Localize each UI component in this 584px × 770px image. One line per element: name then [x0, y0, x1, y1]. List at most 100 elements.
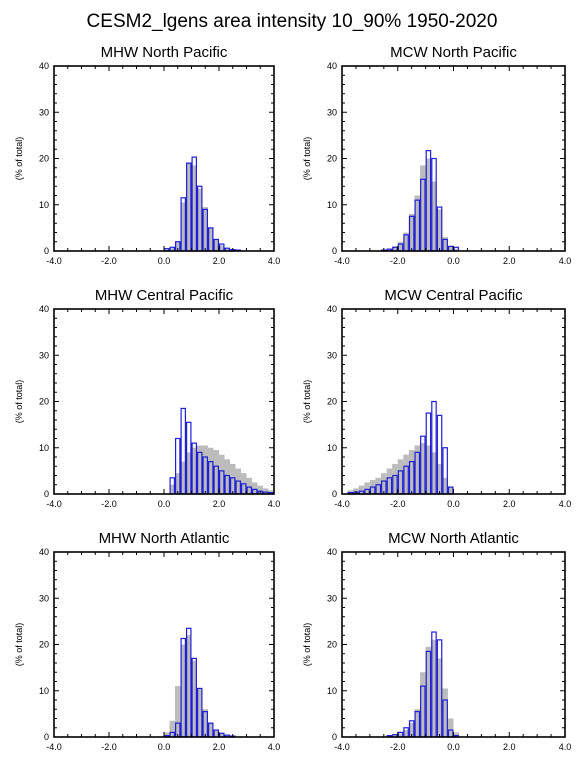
- histogram-bar-gray: [197, 188, 203, 251]
- x-tick-label: -4.0: [334, 499, 350, 509]
- x-tick-label: 2.0: [213, 499, 226, 509]
- histogram-bar-gray: [169, 484, 175, 494]
- y-axis-label: (% of total): [302, 137, 312, 181]
- histogram-bar-gray: [408, 450, 415, 494]
- plot-frame: [341, 65, 566, 252]
- y-tick-label: 0: [44, 489, 49, 499]
- y-tick-label: 0: [332, 489, 337, 499]
- y-tick-label: 0: [44, 246, 49, 256]
- histogram-bar-gray: [403, 232, 409, 251]
- histogram-bar-gray: [186, 452, 192, 494]
- histogram-bar-gray: [208, 447, 214, 494]
- histogram-bar-gray: [453, 248, 460, 251]
- y-tick-label: 30: [39, 350, 49, 360]
- histogram-bar-gray: [219, 454, 225, 494]
- x-tick-label: 0.0: [158, 256, 171, 266]
- histogram-bar-gray: [386, 248, 393, 251]
- y-tick-label: 20: [327, 640, 337, 650]
- y-tick-label: 10: [39, 443, 49, 453]
- histogram-bar-gray: [224, 248, 230, 251]
- y-axis-label: (% of total): [14, 137, 24, 181]
- histogram-bar-gray: [224, 459, 230, 494]
- x-tick-label: 4.0: [268, 742, 281, 752]
- y-axis-label: (% of total): [302, 623, 312, 667]
- histogram-bar-gray: [224, 735, 230, 737]
- plot-frame: [53, 65, 275, 252]
- histogram-bar-gray: [414, 709, 421, 737]
- y-tick-label: 0: [332, 732, 337, 742]
- histogram-bar-gray: [252, 482, 258, 494]
- panel-title: MCW Central Pacific: [384, 287, 523, 304]
- chart-panel: MCW North Atlantic -4.0 -2.0 0.0 2.0 4.0 0 10 20…: [302, 530, 571, 752]
- chart-panel: MHW North Pacific -4.0 -2.0 0.0 2.0 4.0 0 10 20 3…: [14, 44, 280, 266]
- histogram-bar-gray: [442, 237, 448, 251]
- histogram-bar-gray: [230, 463, 236, 494]
- histogram-bar-gray: [420, 672, 426, 737]
- chart-panel: MCW Central Pacific -4.0 -2.0 0.0 2.0 4.0 0 10 2…: [302, 287, 571, 509]
- x-tick-label: 4.0: [268, 499, 281, 509]
- y-tick-label: 40: [327, 304, 337, 314]
- y-tick-label: 40: [327, 61, 337, 71]
- y-tick-label: 40: [39, 61, 49, 71]
- y-axis-label: (% of total): [14, 380, 24, 424]
- x-tick-label: 4.0: [559, 499, 572, 509]
- y-tick-label: 30: [39, 107, 49, 117]
- y-tick-label: 10: [327, 686, 337, 696]
- histogram-bar-gray: [191, 447, 197, 494]
- histogram-bar-gray: [202, 207, 208, 251]
- histogram-bar-gray: [180, 461, 186, 494]
- x-tick-label: 4.0: [268, 256, 281, 266]
- histogram-bar-gray: [408, 723, 415, 737]
- panel-title: MHW North Atlantic: [99, 530, 230, 547]
- histogram-bar-gray: [436, 463, 443, 494]
- histogram-bar-gray: [431, 452, 437, 494]
- x-tick-label: -4.0: [46, 499, 62, 509]
- plot-frame: [341, 551, 566, 738]
- chart-panel: MHW Central Pacific -4.0 -2.0 0.0 2.0 4.0 0 10 2…: [14, 287, 280, 509]
- histogram-bar-gray: [447, 718, 454, 737]
- histogram-bar-gray: [175, 473, 181, 494]
- histogram-bar-gray: [420, 165, 426, 251]
- histogram-bar-gray: [213, 730, 219, 737]
- x-tick-label: 4.0: [559, 256, 572, 266]
- chart-panel: MHW North Atlantic -4.0 -2.0 0.0 2.0 4.0 0 10 20…: [14, 530, 280, 752]
- x-tick-label: -2.0: [390, 499, 406, 509]
- histogram-bar-gray: [364, 482, 370, 494]
- x-tick-label: 0.0: [447, 742, 460, 752]
- y-tick-label: 20: [39, 640, 49, 650]
- plot-frame: [53, 308, 275, 495]
- panel-title: MCW North Atlantic: [388, 530, 519, 547]
- histogram-bar-gray: [408, 214, 415, 251]
- y-tick-label: 30: [327, 593, 337, 603]
- x-tick-label: -2.0: [390, 742, 406, 752]
- histogram-bar-gray: [392, 246, 398, 251]
- x-tick-label: 0.0: [447, 499, 460, 509]
- y-tick-label: 30: [39, 593, 49, 603]
- figure-title: CESM2_lgens area intensity 10_90% 1950-2…: [87, 11, 498, 32]
- x-tick-label: -4.0: [334, 742, 350, 752]
- histogram-bar-gray: [197, 445, 203, 494]
- histogram-bar-gray: [453, 732, 460, 737]
- histogram-bar-gray: [180, 644, 186, 737]
- histogram-bar-gray: [213, 450, 219, 494]
- histogram-bar-gray: [219, 245, 225, 251]
- histogram-bar-gray: [403, 454, 409, 494]
- histogram-bar-gray: [397, 241, 404, 251]
- plot-frame: [341, 308, 566, 495]
- histogram-bar-gray: [442, 477, 448, 494]
- x-tick-label: 0.0: [158, 499, 171, 509]
- x-tick-label: 2.0: [503, 256, 516, 266]
- histogram-bar-gray: [381, 473, 387, 494]
- panel-title: MHW Central Pacific: [95, 287, 234, 304]
- y-tick-label: 10: [39, 200, 49, 210]
- y-axis-label: (% of total): [302, 380, 312, 424]
- histogram-bar-gray: [425, 445, 432, 494]
- histogram-bar-gray: [197, 688, 203, 737]
- histogram-bar-gray: [213, 239, 219, 251]
- y-tick-label: 40: [39, 304, 49, 314]
- y-tick-label: 10: [39, 686, 49, 696]
- chart-panel: MCW North Pacific -4.0 -2.0 0.0 2.0 4.0 0 10 20 3…: [302, 44, 571, 266]
- y-tick-label: 20: [327, 154, 337, 164]
- y-tick-label: 0: [332, 246, 337, 256]
- histogram-bar-gray: [447, 487, 454, 494]
